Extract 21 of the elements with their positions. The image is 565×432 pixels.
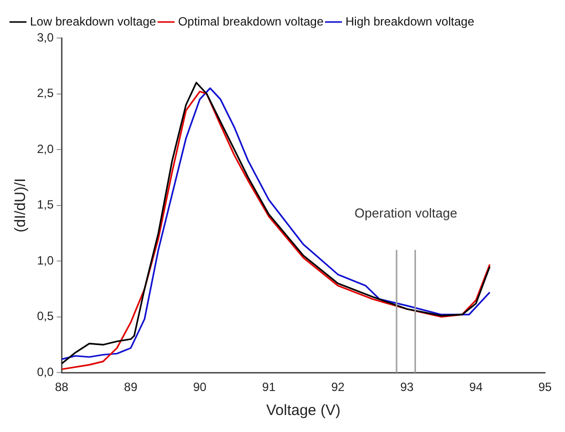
x-tick-label: 88 <box>55 380 69 394</box>
x-tick-label: 89 <box>124 380 138 394</box>
y-tick-label: 1,0 <box>36 253 54 268</box>
legend-label: Optimal breakdown voltage <box>178 14 324 28</box>
y-tick-label: 0,0 <box>36 364 54 379</box>
legend-label: High breakdown voltage <box>345 14 475 28</box>
y-tick-label: 0,5 <box>36 309 54 324</box>
y-tick-label: 2,5 <box>36 86 54 100</box>
x-tick-label: 93 <box>400 380 414 394</box>
x-tick-label: 91 <box>262 380 276 394</box>
annotation: Operation voltage <box>354 205 458 220</box>
x-tick-label: 94 <box>469 380 483 394</box>
legend-label: Low breakdown voltage <box>30 14 156 28</box>
x-axis-title: Voltage (V) <box>266 402 340 420</box>
x-tick-label: 95 <box>538 380 552 394</box>
x-tick-label: 92 <box>331 380 345 394</box>
x-tick-label: 90 <box>193 380 207 394</box>
y-tick-label: 2,0 <box>36 142 54 156</box>
y-tick-label: 3,0 <box>36 30 54 44</box>
y-tick-label: 1,5 <box>36 198 54 212</box>
y-axis-title: (dI/dU)/I <box>12 178 30 232</box>
